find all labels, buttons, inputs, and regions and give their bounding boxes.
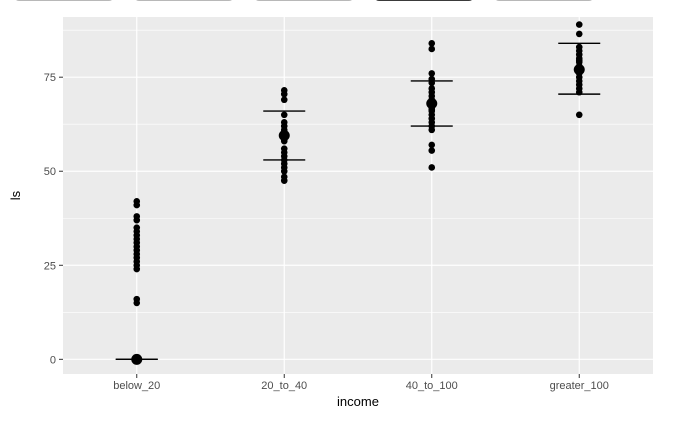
data-point [280, 177, 288, 184]
data-point [428, 40, 436, 47]
data-point [428, 141, 436, 149]
data-marks [115, 21, 601, 365]
data-point [428, 147, 436, 154]
mean-point [573, 64, 585, 76]
x-axis-title: income [337, 394, 379, 409]
data-point [575, 21, 583, 28]
x-tick-label: 20_to_40 [261, 380, 307, 392]
data-point [133, 299, 141, 307]
data-point [575, 30, 583, 38]
data-point [575, 111, 583, 119]
tab-strip [0, 0, 690, 2]
y-axis-title: ls [8, 190, 23, 200]
data-point [133, 216, 141, 224]
data-point [280, 167, 288, 175]
y-tick-label: 0 [50, 354, 56, 366]
x-tick-label: 40_to_100 [406, 380, 458, 392]
data-point [280, 111, 288, 119]
y-tick-label: 25 [44, 260, 56, 272]
data-point [133, 265, 141, 273]
mean-point [131, 353, 143, 365]
data-point [428, 126, 436, 134]
y-tick-label: 50 [44, 166, 56, 178]
data-point [428, 45, 436, 53]
x-tick-label: below_20 [113, 380, 160, 392]
data-point [133, 201, 141, 209]
axis-ticks: 0 25 50 75 below_20 20_to_40 40_to_100 greater_… [44, 72, 609, 392]
y-tick-label: 75 [44, 72, 56, 84]
mean-point [426, 98, 438, 110]
x-tick-label: greater_100 [550, 380, 609, 392]
data-point [280, 90, 288, 98]
data-point [280, 96, 288, 104]
plot-panel [63, 17, 653, 374]
data-point [428, 70, 436, 77]
gridlines [63, 17, 653, 374]
data-point [428, 164, 436, 171]
mean-point [278, 129, 290, 141]
